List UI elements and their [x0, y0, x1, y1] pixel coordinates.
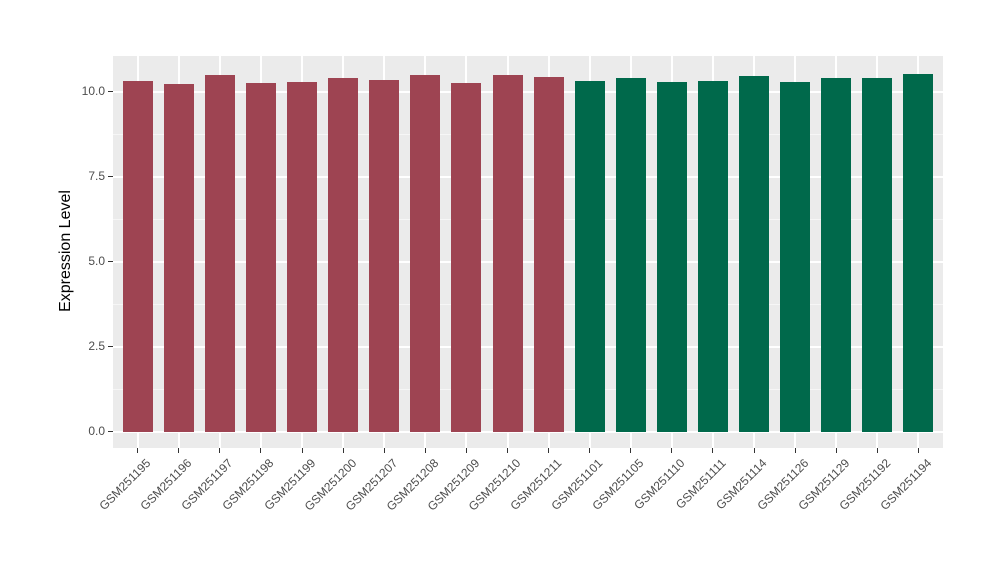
x-tick-mark	[342, 448, 344, 453]
major-gridline	[113, 175, 943, 178]
major-gridline	[113, 90, 943, 93]
y-tick-label: 2.5	[88, 338, 105, 353]
minor-gridline	[113, 134, 943, 136]
bar-GSM251209	[451, 82, 482, 432]
x-tick-mark	[219, 448, 221, 453]
x-tick-mark	[630, 448, 632, 453]
x-tick-mark	[712, 448, 714, 453]
bar-GSM251114	[739, 76, 769, 432]
bar-GSM251111	[697, 81, 728, 432]
minor-gridline	[113, 219, 943, 221]
major-gridline	[113, 345, 943, 348]
bar-GSM251199	[287, 81, 317, 432]
x-tick-mark	[671, 448, 673, 453]
y-tick-mark	[108, 261, 113, 263]
x-tick-mark	[301, 448, 303, 453]
y-tick-label: 7.5	[88, 168, 105, 183]
y-axis-title: Expression Level	[57, 190, 74, 312]
bar-GSM251194	[903, 74, 934, 432]
x-tick-mark	[424, 448, 426, 453]
x-tick-mark	[794, 448, 796, 453]
x-tick-mark	[548, 448, 549, 453]
bar-GSM251196	[163, 84, 194, 432]
bar-GSM251126	[780, 81, 811, 432]
bar-GSM251211	[533, 77, 564, 432]
x-tick-mark	[753, 448, 755, 453]
x-tick-mark	[876, 448, 878, 453]
major-gridline	[113, 430, 943, 433]
minor-gridline	[113, 389, 943, 391]
bar-GSM251105	[615, 77, 646, 432]
bar-GSM251195	[122, 80, 153, 432]
bar-GSM251207	[369, 80, 400, 432]
x-tick-mark	[465, 448, 467, 453]
bar-GSM251110	[656, 81, 687, 432]
x-tick-mark	[835, 448, 837, 453]
minor-gridline	[113, 304, 943, 306]
x-tick-mark	[589, 448, 591, 453]
y-tick-mark	[108, 176, 113, 178]
y-tick-mark	[108, 91, 113, 93]
x-tick-mark	[507, 448, 508, 453]
x-tick-mark	[917, 448, 919, 453]
x-tick-mark	[178, 448, 180, 453]
bar-GSM251197	[204, 75, 235, 432]
bar-GSM251129	[821, 78, 852, 432]
y-tick-label: 10.0	[81, 83, 105, 98]
x-tick-mark	[383, 448, 385, 453]
x-tick-mark	[137, 448, 139, 453]
bar-GSM251210	[492, 75, 523, 432]
x-tick-mark	[260, 448, 262, 453]
bar-GSM251192	[862, 78, 893, 432]
y-tick-label: 5.0	[88, 253, 105, 268]
y-tick-label: 0.0	[88, 423, 105, 438]
bar-GSM251208	[410, 74, 441, 432]
y-tick-mark	[108, 431, 113, 433]
bar-GSM251200	[328, 78, 359, 432]
y-tick-mark	[108, 346, 113, 348]
major-gridline	[113, 260, 943, 263]
bar-GSM251198	[245, 82, 276, 432]
plot-panel	[113, 56, 943, 448]
bar-GSM251101	[574, 80, 605, 432]
